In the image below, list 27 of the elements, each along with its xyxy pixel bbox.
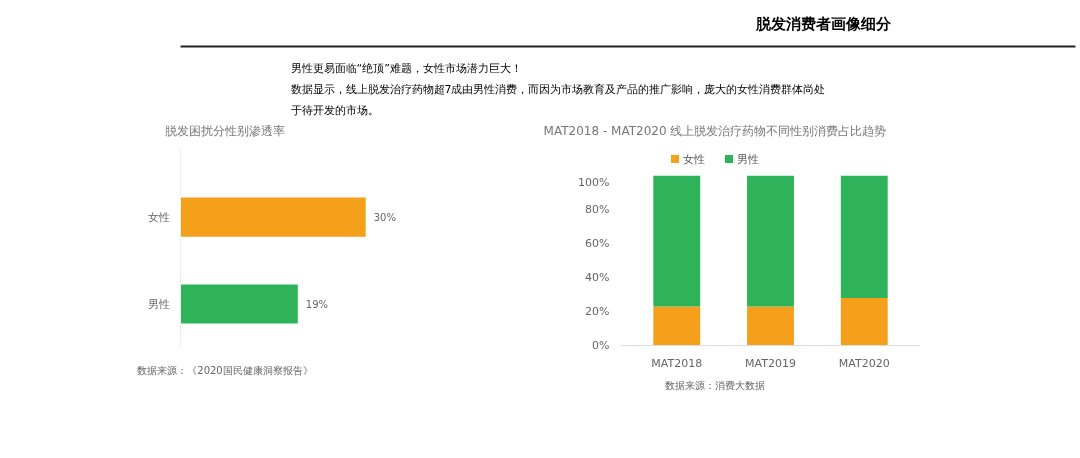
x-tick-label: MAT2020 (838, 356, 890, 370)
source-note: 数据来源：消费大数据 (665, 378, 765, 393)
x-tick-label: MAT2018 (651, 356, 703, 370)
bar (747, 175, 794, 307)
bar (840, 175, 888, 298)
bar (653, 175, 701, 307)
text: 数据显示，线上脱发治疗药物超7成由男性消费，而因为市场教育及产品的推广影响，庞大的女性消费群体尚处 (290, 83, 826, 96)
text: 于待开发的市场。 (290, 104, 379, 117)
legend-label: 女性 (682, 153, 705, 167)
y-tick-label: 60% (585, 236, 610, 250)
legend-label: 男性 (737, 153, 760, 167)
bar (840, 297, 888, 346)
x-tick-label: MAT2019 (745, 356, 796, 370)
data-label: 19% (305, 298, 329, 310)
text: 脱发消费者画像细分 (754, 14, 892, 33)
chart-title: MAT2018 - MAT2020 线上脱发治疗药物不同性别消费占比趋势 (543, 123, 887, 140)
chart-title: 脱发困扰分性别渗透率 (165, 123, 285, 140)
y-tick-label: 100% (578, 175, 610, 189)
bar (653, 306, 701, 346)
y-tick-label: 20% (585, 304, 610, 318)
y-tick-label: 80% (585, 202, 610, 216)
data-label: 30% (373, 211, 396, 223)
y-tick-label: 0% (592, 338, 610, 352)
text: 男性更易面临“绝顶”难题，女性市场潜力巨大！ (290, 62, 522, 75)
y-tick-label: 40% (585, 270, 610, 284)
source-note: 数据来源：《2020国民健康洞察报告》 (137, 364, 313, 379)
bar (747, 306, 794, 346)
